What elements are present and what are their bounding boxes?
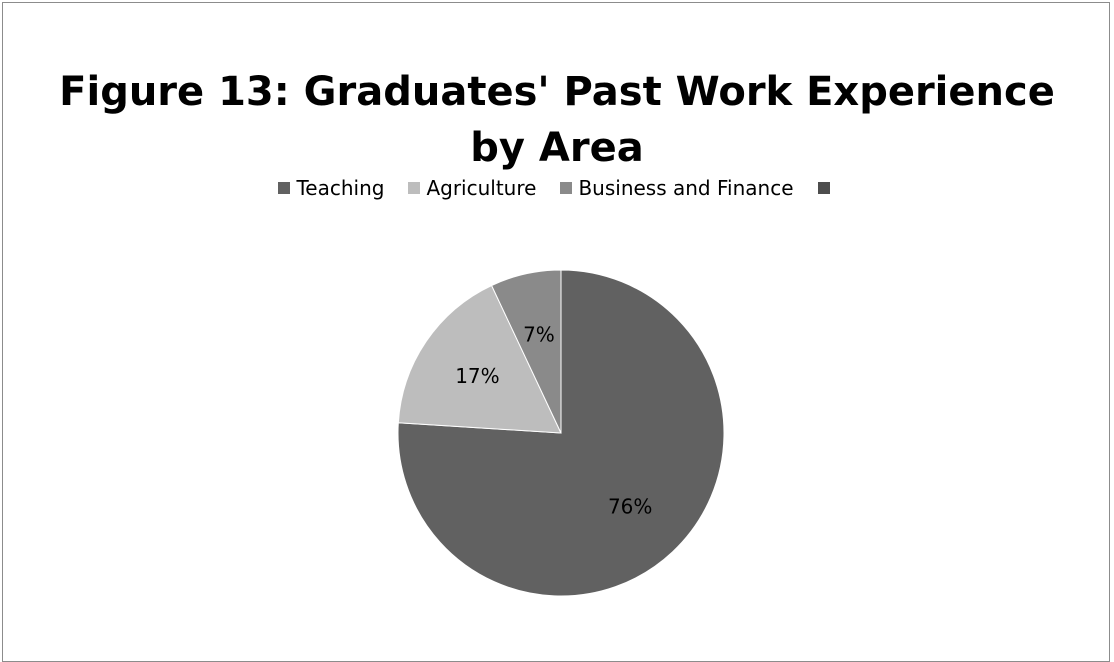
pie-slices [397, 269, 725, 597]
legend-swatch-business-and-finance [560, 182, 573, 194]
legend-label-agriculture: Agriculture [426, 176, 537, 200]
chart-title: Figure 13: Graduates' Past Work Experien… [0, 64, 1114, 176]
legend-swatch-agriculture [408, 182, 421, 194]
pie-slice-agriculture [397, 284, 562, 434]
pie-chart: 76% 17% 7% [397, 269, 725, 597]
data-label-business-and-finance: 7% [523, 322, 555, 346]
data-label-teaching: 76% [608, 495, 652, 519]
legend-swatch-unlabeled [817, 182, 830, 194]
legend-entry-agriculture: Agriculture [408, 176, 536, 200]
pie-slice-teaching [397, 269, 725, 597]
legend-label-business-and-finance: Business and Finance [578, 176, 794, 200]
data-label-agriculture: 17% [455, 364, 499, 388]
legend-entry-unlabeled [817, 182, 836, 194]
pie-slice-business-and-finance [490, 269, 562, 434]
legend-entry-teaching: Teaching [278, 176, 384, 200]
legend-label-teaching: Teaching [296, 176, 385, 200]
pie-data-labels: 76% 17% 7% [455, 322, 652, 518]
chart-title-line-1: Figure 13: Graduates' Past Work Experien… [59, 69, 1055, 115]
legend-swatch-teaching [278, 182, 291, 194]
legend: Teaching Agriculture Business and Financ… [0, 176, 1114, 200]
legend-entry-business-and-finance: Business and Finance [560, 176, 794, 200]
chart-title-line-2: by Area [470, 125, 644, 171]
